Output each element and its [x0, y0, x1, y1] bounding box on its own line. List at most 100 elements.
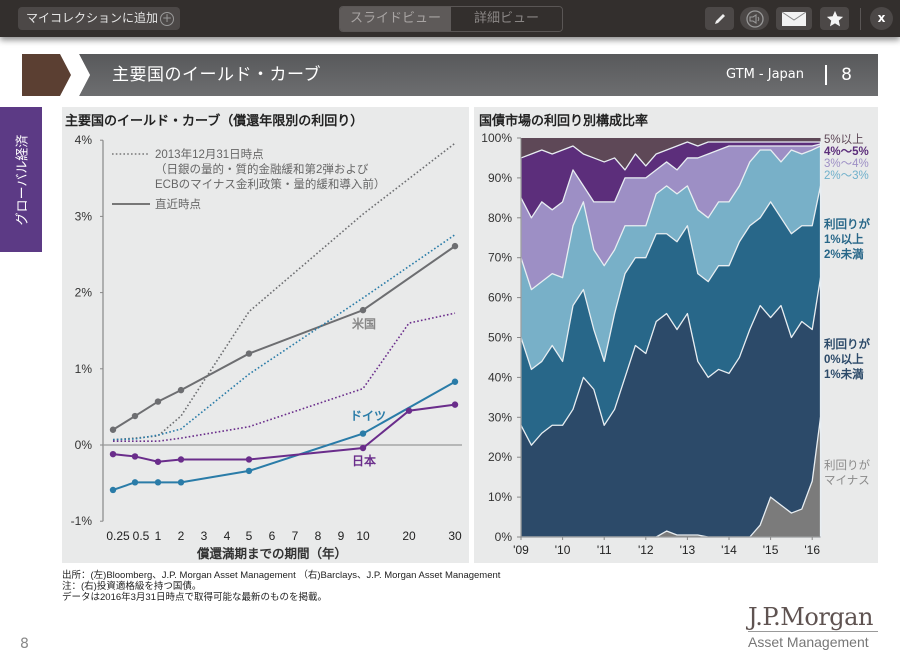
header-page-number: 8 — [841, 65, 852, 85]
favorite-button[interactable] — [820, 7, 849, 30]
data-point — [109, 450, 117, 458]
data-point — [131, 412, 139, 420]
legend-dotted-label: 2013年12月31日時点 — [155, 147, 264, 161]
x-tick-label: '16 — [804, 543, 820, 557]
y-tick-label: 1% — [75, 362, 93, 376]
data-point — [359, 444, 367, 452]
close-button[interactable]: x — [870, 7, 893, 30]
series-line-2013 — [112, 142, 456, 441]
legend-solid-label: 直近時点 — [155, 197, 201, 211]
data-point — [109, 426, 117, 433]
x-tick-label: 2 — [178, 529, 185, 543]
x-tick-label: 30 — [448, 529, 462, 543]
data-point — [177, 386, 185, 394]
legend-label: 1%未満 — [824, 367, 864, 381]
add-to-collection-button[interactable]: マイコレクションに追加 + — [18, 7, 181, 30]
view-switcher: スライドビュー 詳細ビュー — [339, 6, 563, 32]
star-icon — [826, 10, 843, 26]
y-tick-label: 0% — [75, 438, 93, 452]
data-point — [245, 467, 253, 475]
legend-dotted-note: ECBのマイナス金利政策・量的緩和導入前） — [155, 177, 385, 191]
y-tick-label: -1% — [71, 514, 93, 528]
page-number: 8 — [20, 636, 29, 652]
x-tick-label: '12 — [638, 543, 654, 557]
top-toolbar: マイコレクションに追加 + スライドビュー 詳細ビュー x — [0, 0, 900, 37]
data-point — [451, 401, 459, 408]
series-line-2013 — [112, 234, 456, 441]
speaker-icon — [745, 9, 764, 28]
header-bar — [79, 54, 878, 96]
series-label: GTM - Japan — [726, 67, 804, 82]
legend-label: 利回りが — [824, 458, 870, 472]
annotation-us: 米国 — [352, 316, 376, 331]
footnote-note: 注：(右)投資適格級を持つ国債。 — [62, 581, 202, 592]
legend-label: 0%以上 — [824, 352, 864, 366]
data-point — [131, 479, 139, 486]
y-tick-label: 40% — [488, 370, 512, 384]
y-tick-label: 0% — [495, 530, 513, 544]
tab-detail-view[interactable]: 詳細ビュー — [451, 7, 562, 31]
x-tick-label: 0.25 — [106, 529, 130, 543]
x-tick-label: 1 — [155, 529, 162, 543]
tab-slide-view[interactable]: スライドビュー — [340, 7, 451, 31]
legend-label: 3%～4% — [824, 158, 869, 170]
section-tab[interactable]: グローバル経済 — [0, 107, 42, 252]
x-tick-label: '09 — [513, 543, 529, 557]
audio-button[interactable] — [740, 7, 769, 30]
data-point — [451, 378, 459, 385]
pencil-icon — [714, 13, 725, 24]
area-0-1pct — [520, 277, 822, 538]
logo-subtitle: Asset Management — [748, 634, 869, 650]
x-tick-label: 9 — [338, 529, 345, 543]
y-tick-label: 90% — [488, 171, 512, 185]
x-tick-label: 0.5 — [133, 529, 150, 543]
series-line-current — [112, 403, 456, 463]
annotation-germany: ドイツ — [350, 409, 386, 423]
x-tick-label: 8 — [315, 529, 322, 543]
x-tick-label: '11 — [597, 543, 612, 557]
data-point — [109, 486, 117, 494]
page-title: 主要国のイールド・カーブ — [112, 65, 321, 85]
y-tick-label: 50% — [488, 331, 512, 345]
x-axis-label: 償還満期までの期間（年） — [196, 546, 347, 561]
y-tick-label: 30% — [488, 410, 512, 424]
logo-rule — [748, 631, 878, 632]
legend-dotted-note: （日銀の量的・質的金融緩和第2弾および — [155, 162, 369, 176]
y-tick-label: 60% — [488, 291, 512, 305]
x-tick-label: '10 — [555, 543, 571, 557]
pencil-button[interactable] — [705, 7, 734, 30]
legend-label: 4%～5% — [824, 146, 869, 158]
legend-label: マイナス — [824, 474, 870, 487]
y-tick-label: 70% — [488, 251, 512, 265]
footnotes: 出所：(左)Bloomberg、J.P. Morgan Asset Manage… — [62, 570, 500, 603]
data-point — [245, 350, 253, 357]
header-divider — [825, 65, 827, 85]
data-point — [131, 453, 139, 460]
legend-label: 利回りが — [823, 217, 870, 231]
yield-curve-title: 主要国のイールド・カーブ（償還年限別の利回り） — [65, 114, 364, 129]
x-tick-label: 4 — [224, 529, 231, 543]
plus-circle-icon: + — [160, 10, 175, 26]
yield-composition-title: 国債市場の利回り別構成比率 — [479, 114, 649, 129]
close-icon: x — [877, 11, 886, 25]
legend-label: 2%～3% — [824, 170, 869, 182]
data-point — [451, 242, 459, 250]
legend-label: 5%以上 — [824, 133, 864, 146]
slide-header: 主要国のイールド・カーブ GTM - Japan 8 — [22, 54, 878, 96]
legend-label: 2%未満 — [824, 247, 864, 261]
mail-button[interactable] — [776, 7, 812, 30]
data-point — [177, 479, 185, 486]
mail-icon — [781, 11, 807, 26]
footnote-source: 出所：(左)Bloomberg、J.P. Morgan Asset Manage… — [62, 570, 501, 581]
y-tick-label: 80% — [488, 211, 512, 225]
series-line-2013 — [113, 312, 456, 442]
y-tick-label: 2% — [75, 286, 93, 300]
data-point — [154, 458, 162, 465]
y-tick-label: 3% — [75, 209, 93, 223]
data-point — [359, 306, 367, 314]
data-point — [245, 456, 253, 463]
legend-label: 1%以上 — [824, 232, 864, 246]
jpmorgan-logo: J.P.Morgan Asset Management — [748, 604, 878, 650]
